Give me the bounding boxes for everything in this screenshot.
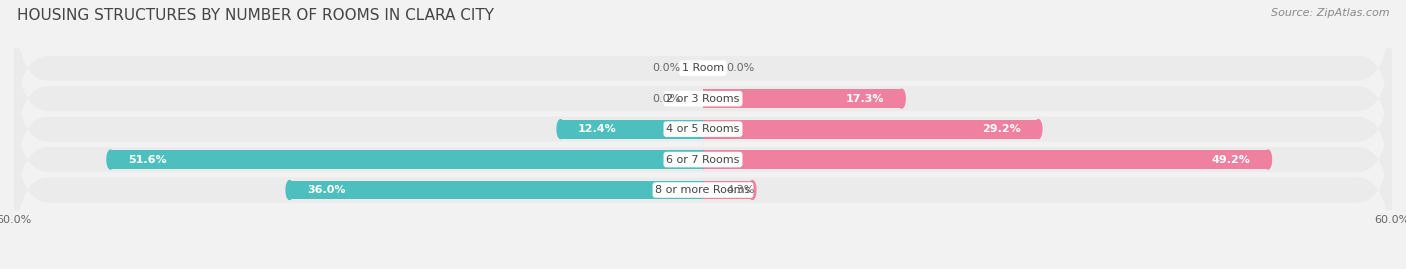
Bar bbox=[703, 89, 901, 108]
Text: 0.0%: 0.0% bbox=[725, 63, 754, 73]
Text: 2 or 3 Rooms: 2 or 3 Rooms bbox=[666, 94, 740, 104]
Text: HOUSING STRUCTURES BY NUMBER OF ROOMS IN CLARA CITY: HOUSING STRUCTURES BY NUMBER OF ROOMS IN… bbox=[17, 8, 494, 23]
Circle shape bbox=[749, 180, 756, 200]
Text: 36.0%: 36.0% bbox=[307, 185, 346, 195]
Text: 1 Room: 1 Room bbox=[682, 63, 724, 73]
Bar bbox=[703, 120, 1038, 139]
Bar bbox=[111, 150, 703, 169]
Bar bbox=[703, 180, 752, 200]
Circle shape bbox=[1264, 150, 1271, 169]
FancyBboxPatch shape bbox=[14, 81, 1392, 238]
Bar bbox=[111, 150, 703, 169]
Text: 12.4%: 12.4% bbox=[578, 124, 617, 134]
Text: 0.0%: 0.0% bbox=[652, 94, 681, 104]
FancyBboxPatch shape bbox=[14, 50, 1392, 208]
Bar bbox=[561, 120, 703, 139]
FancyBboxPatch shape bbox=[14, 111, 1392, 269]
Text: 51.6%: 51.6% bbox=[128, 155, 166, 165]
Circle shape bbox=[1035, 120, 1042, 139]
Bar bbox=[290, 180, 703, 200]
Bar bbox=[703, 150, 1268, 169]
Text: 29.2%: 29.2% bbox=[983, 124, 1021, 134]
Circle shape bbox=[107, 150, 114, 169]
Text: 0.0%: 0.0% bbox=[652, 63, 681, 73]
Text: Source: ZipAtlas.com: Source: ZipAtlas.com bbox=[1271, 8, 1389, 18]
Text: 4.3%: 4.3% bbox=[725, 185, 755, 195]
Circle shape bbox=[898, 89, 905, 108]
Bar bbox=[561, 120, 703, 139]
Circle shape bbox=[557, 120, 564, 139]
Text: 6 or 7 Rooms: 6 or 7 Rooms bbox=[666, 155, 740, 165]
Text: 4 or 5 Rooms: 4 or 5 Rooms bbox=[666, 124, 740, 134]
Bar bbox=[290, 180, 703, 200]
FancyBboxPatch shape bbox=[14, 20, 1392, 178]
Text: 8 or more Rooms: 8 or more Rooms bbox=[655, 185, 751, 195]
Circle shape bbox=[285, 180, 294, 200]
FancyBboxPatch shape bbox=[14, 0, 1392, 147]
Text: 49.2%: 49.2% bbox=[1212, 155, 1251, 165]
Text: 17.3%: 17.3% bbox=[846, 94, 884, 104]
